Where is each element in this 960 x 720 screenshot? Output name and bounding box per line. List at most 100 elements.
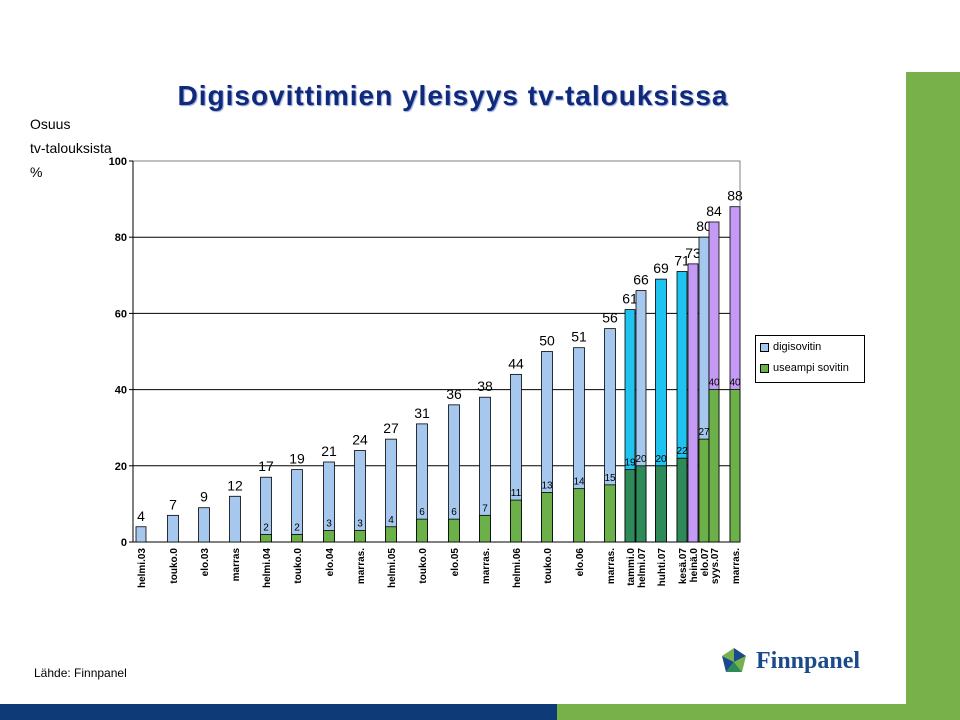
bar-chart: 0 20 40 60 80 100 4 helmi.03 7 touko.0 9 elo.03 12 ma… [109, 156, 743, 588]
x-tick-label: marras. [731, 548, 742, 584]
bar-useampi-sovitin [541, 492, 553, 543]
data-label-digisovitin: 24 [352, 432, 368, 448]
data-label-digisovitin: 21 [321, 443, 337, 459]
data-label-digisovitin: 56 [602, 310, 618, 326]
data-label-digisovitin: 4 [137, 508, 145, 524]
x-tick-label: elo.04 [325, 548, 336, 577]
legend-item-useampi-sovitin: useampi sovitin [760, 362, 849, 376]
data-label-useampi-sovitin: 2 [263, 522, 269, 533]
data-label-digisovitin: 66 [633, 272, 649, 288]
data-label-useampi-sovitin: 14 [573, 477, 585, 488]
x-tick-label: huhti.07 [657, 548, 668, 587]
x-tick-label: marras. [481, 548, 492, 584]
x-tick-label: touko.0 [169, 548, 180, 584]
bar-useampi-sovitin [708, 389, 720, 543]
bar-useampi-sovitin [510, 499, 522, 543]
data-label-digisovitin: 51 [571, 329, 587, 345]
bar-useampi-sovitin [416, 518, 428, 543]
bar-digisovitin [135, 526, 147, 543]
chart-legend: digisovitin useampi sovitin [755, 335, 865, 383]
data-label-digisovitin: 50 [539, 333, 555, 349]
bar-useampi-sovitin [291, 533, 303, 543]
data-label-useampi-sovitin: 6 [419, 507, 425, 518]
data-label-digisovitin: 31 [414, 405, 430, 421]
footer-bar-navy [0, 704, 557, 720]
x-tick-label: elo.05 [450, 548, 461, 577]
y-axis-label-line: tv-talouksista [30, 140, 112, 156]
data-label-useampi-sovitin: 6 [451, 507, 457, 518]
x-tick-label: marras [231, 548, 242, 582]
bar-useampi-sovitin [729, 389, 741, 543]
y-tick-label: 100 [109, 156, 127, 168]
bar-useampi-sovitin [385, 526, 397, 543]
bar-useampi-sovitin [354, 530, 366, 543]
data-label-useampi-sovitin: 3 [326, 519, 332, 530]
finnpanel-logo: Finnpanel [716, 642, 876, 682]
x-tick-label: kesä.07 [678, 548, 689, 585]
bar-useampi-sovitin [573, 488, 585, 543]
data-label-useampi-sovitin: 2 [294, 522, 300, 533]
data-label-useampi-sovitin: 22 [676, 446, 688, 457]
plot-area [132, 160, 741, 543]
bar-digisovitin [167, 514, 179, 543]
legend-swatch-digisovitin [760, 342, 769, 352]
bar-digisovitin [323, 461, 335, 543]
x-tick-label: helmi.04 [262, 548, 273, 588]
bar-useampi-sovitin [479, 514, 491, 543]
logo-text: Finnpanel [756, 648, 861, 674]
bar-digisovitin [229, 495, 241, 543]
data-label-digisovitin: 84 [706, 203, 722, 219]
y-axis-label-line: % [30, 164, 43, 180]
data-label-useampi-sovitin: 27 [698, 427, 710, 438]
x-tick-label: marras. [356, 548, 367, 584]
x-tick-label: helmi.07 [637, 548, 648, 588]
data-label-digisovitin: 69 [653, 260, 669, 276]
data-label-digisovitin: 88 [727, 188, 743, 204]
legend-label-useampi-sovitin: useampi sovitin [773, 362, 849, 375]
y-axis-label: Osuus tv-talouksista % [30, 112, 112, 184]
data-label-useampi-sovitin: 19 [624, 458, 636, 469]
data-label-useampi-sovitin: 7 [482, 503, 488, 514]
y-tick-label: 0 [121, 537, 127, 549]
y-axis-label-line: Osuus [30, 116, 71, 132]
data-label-useampi-sovitin: 11 [511, 488, 522, 499]
x-tick-label: touko.0 [418, 548, 429, 584]
x-tick-label: helmi.06 [512, 548, 523, 588]
x-tick-label: touko.0 [293, 548, 304, 584]
bar-useampi-sovitin [604, 484, 616, 543]
data-label-digisovitin: 12 [227, 477, 243, 493]
bar-useampi-sovitin [260, 533, 272, 543]
y-tick-label: 60 [115, 308, 127, 320]
data-label-digisovitin: 36 [446, 386, 462, 402]
y-tick-label: 40 [115, 385, 127, 397]
x-tick-label: elo.03 [200, 548, 211, 577]
data-label-digisovitin: 80 [696, 218, 712, 234]
data-label-digisovitin: 71 [674, 252, 690, 268]
side-accent-bar [906, 72, 960, 720]
slide-title: Digisovittimien yleisyys tv-talouksissa [177, 80, 729, 111]
data-label-useampi-sovitin: 4 [388, 515, 394, 526]
bar-useampi-sovitin [635, 465, 647, 543]
data-label-digisovitin: 9 [200, 489, 208, 505]
legend-swatch-useampi-sovitin [760, 363, 769, 373]
data-label-useampi-sovitin: 40 [708, 378, 720, 389]
data-label-digisovitin: 73 [685, 245, 701, 261]
x-tick-label: marras. [606, 548, 617, 584]
bar-useampi-sovitin [655, 465, 667, 543]
x-tick-label: elo.07 [700, 548, 711, 577]
logo-mark-icon [722, 648, 746, 672]
x-tick-label: touko.0 [543, 548, 554, 584]
data-label-useampi-sovitin: 3 [357, 519, 363, 530]
data-label-digisovitin: 19 [289, 451, 305, 467]
data-label-digisovitin: 61 [622, 291, 638, 307]
source-note: Lähde: Finnpanel [34, 666, 127, 680]
data-label-digisovitin: 17 [258, 458, 274, 474]
x-tick-label: helmi.03 [137, 548, 148, 588]
data-label-useampi-sovitin: 20 [655, 454, 667, 465]
data-label-useampi-sovitin: 40 [729, 378, 741, 389]
x-tick-label: helmi.05 [387, 548, 398, 588]
bar-digisovitin [198, 507, 210, 543]
legend-item-digisovitin: digisovitin [760, 341, 821, 355]
bar-useampi-sovitin [448, 518, 460, 543]
data-label-useampi-sovitin: 15 [604, 473, 616, 484]
